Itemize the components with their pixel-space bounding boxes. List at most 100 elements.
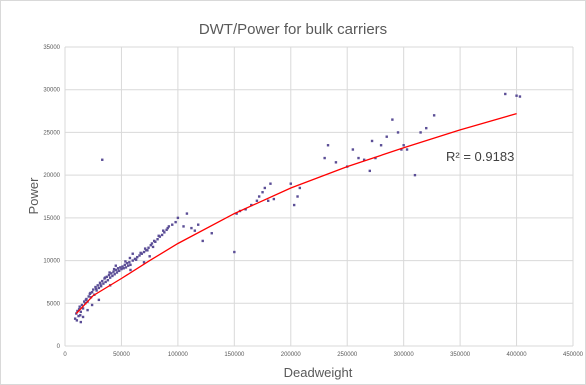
data-point xyxy=(97,286,101,290)
data-point xyxy=(504,92,507,96)
data-point xyxy=(139,251,142,255)
data-point xyxy=(128,256,132,260)
x-axis-title: Deadweight xyxy=(284,365,353,380)
y-tick-label: 25000 xyxy=(43,130,60,136)
data-point xyxy=(413,173,417,177)
data-point xyxy=(119,266,122,269)
data-point xyxy=(120,267,123,271)
data-point xyxy=(96,284,99,287)
data-point xyxy=(92,288,95,291)
data-points xyxy=(73,92,522,324)
y-tick-label: 30000 xyxy=(43,88,60,94)
data-point xyxy=(193,229,197,232)
data-point xyxy=(99,285,103,288)
data-point xyxy=(112,270,115,273)
data-point xyxy=(257,195,261,198)
x-tick-label: 250000 xyxy=(337,352,358,358)
data-point xyxy=(73,317,77,320)
data-point xyxy=(102,282,105,285)
data-point xyxy=(76,309,79,313)
data-point xyxy=(106,279,110,282)
data-point xyxy=(261,191,264,194)
data-point xyxy=(146,249,149,252)
data-point xyxy=(107,273,111,277)
data-point xyxy=(94,287,98,290)
data-point xyxy=(334,161,338,164)
data-point xyxy=(79,310,83,314)
data-point xyxy=(82,300,86,303)
data-point xyxy=(95,289,98,292)
data-point xyxy=(157,234,160,237)
data-point xyxy=(94,285,97,289)
x-tick-label: 400000 xyxy=(507,352,528,358)
data-point xyxy=(391,118,394,121)
data-point xyxy=(124,266,128,269)
data-point xyxy=(86,308,89,312)
data-point xyxy=(75,312,78,315)
data-point xyxy=(111,274,114,278)
data-point xyxy=(272,197,276,201)
data-point xyxy=(134,258,138,261)
x-tick-label: 0 xyxy=(63,352,67,358)
x-tick-label: 300000 xyxy=(394,352,415,358)
data-point xyxy=(79,314,82,317)
data-point xyxy=(117,269,120,273)
data-point xyxy=(165,228,168,232)
data-point xyxy=(174,220,177,224)
data-point xyxy=(80,303,84,307)
data-point xyxy=(149,243,152,247)
data-point xyxy=(166,226,169,230)
x-tick-label: 100000 xyxy=(168,352,189,358)
data-point xyxy=(385,135,388,138)
data-point xyxy=(292,203,296,207)
data-point xyxy=(127,264,130,267)
data-point xyxy=(235,212,238,215)
data-point xyxy=(138,254,141,257)
y-tick-label: 20000 xyxy=(43,173,60,179)
y-tick-label: 35000 xyxy=(43,45,60,51)
data-point xyxy=(112,267,116,271)
data-point xyxy=(357,156,360,160)
data-point xyxy=(425,126,428,130)
data-point xyxy=(97,298,101,302)
data-point xyxy=(190,226,193,230)
data-point xyxy=(167,225,171,228)
y-tick-label: 0 xyxy=(57,344,61,350)
y-tick-label: 15000 xyxy=(43,216,60,222)
x-tick-label: 150000 xyxy=(224,352,245,358)
data-point xyxy=(90,303,94,307)
data-point xyxy=(419,131,422,134)
y-tick-label: 10000 xyxy=(43,259,60,265)
data-point xyxy=(81,307,85,310)
data-point xyxy=(78,305,81,308)
data-point xyxy=(110,272,113,275)
data-point xyxy=(152,239,156,243)
data-point xyxy=(114,268,117,272)
x-tick-label: 350000 xyxy=(450,352,471,358)
x-tick-label: 50000 xyxy=(113,352,130,358)
data-point xyxy=(77,308,81,311)
data-point xyxy=(121,265,124,268)
data-point xyxy=(147,246,150,249)
data-point xyxy=(289,182,292,185)
data-point xyxy=(185,212,189,215)
data-point xyxy=(90,290,94,294)
data-point xyxy=(323,156,326,160)
trendline-group xyxy=(75,112,517,314)
data-point xyxy=(148,255,151,258)
data-point xyxy=(104,280,107,284)
data-point xyxy=(150,242,154,245)
gridlines xyxy=(64,46,574,347)
data-point xyxy=(115,271,119,274)
data-point xyxy=(84,298,88,302)
data-point xyxy=(269,182,272,185)
data-point xyxy=(105,275,108,279)
data-point xyxy=(129,268,132,272)
data-point xyxy=(99,283,102,286)
data-point xyxy=(125,261,129,265)
data-point xyxy=(176,216,180,220)
data-point xyxy=(518,95,522,98)
